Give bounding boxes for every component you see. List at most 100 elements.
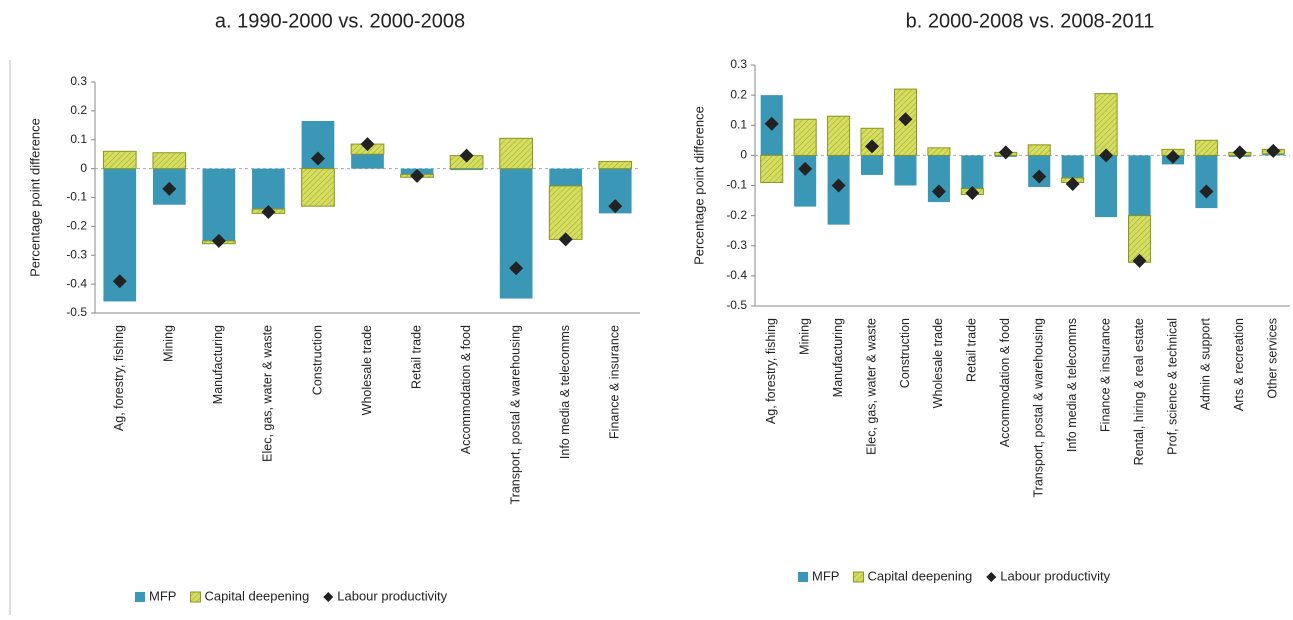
x-tick-label: Transport, postal & warehousing: [508, 325, 522, 505]
mfp-bar: [961, 155, 984, 189]
x-tick-label: Rental, hiring & real estate: [1132, 318, 1146, 465]
y-tick-label: 0.1: [730, 117, 747, 131]
capital-bar: [102, 150, 137, 170]
legend-swatch: [189, 591, 201, 603]
labour-productivity-marker: [410, 168, 425, 183]
y-tick-label: 0.3: [70, 74, 87, 88]
chart-title: a. 1990-2000 vs. 2000-2008: [215, 10, 465, 32]
labour-productivity-marker: [558, 232, 573, 247]
capital-bar: [499, 137, 533, 170]
x-tick-label: Elec, gas, water & waste: [261, 325, 275, 462]
mfp-bar: [351, 154, 384, 169]
x-tick-label: Ag, forestry, fishing: [112, 325, 126, 431]
labour-productivity-marker: [831, 178, 846, 193]
mfp-bar: [1195, 155, 1218, 209]
labour-productivity-marker: [1032, 169, 1047, 184]
labour-productivity-marker: [865, 139, 880, 154]
capital-bar: [1094, 93, 1118, 156]
y-tick-label: -0.4: [726, 268, 747, 282]
x-tick-label: Transport, postal & warehousing: [1032, 318, 1046, 498]
legend-label: Labour productivity: [1000, 568, 1110, 583]
x-tick-label: Elec, gas, water & waste: [864, 318, 878, 455]
x-tick-label: Manufacturing: [831, 318, 845, 397]
y-tick-label: -0.2: [726, 208, 747, 222]
x-tick-label: Info media & telecomms: [1065, 318, 1079, 452]
mfp-bar: [252, 168, 285, 210]
labour-productivity-marker: [310, 151, 325, 166]
capital-bar: [760, 154, 784, 183]
legend-label: Labour productivity: [337, 588, 447, 603]
labour-productivity-marker: [1065, 176, 1080, 191]
mfp-bar: [860, 155, 884, 175]
legend-swatch: [135, 592, 145, 602]
mfp-bar: [499, 168, 533, 299]
mfp-bar: [1128, 155, 1151, 216]
x-tick-label: Wholesale trade: [360, 325, 374, 415]
y-tick-label: -0.4: [66, 276, 87, 290]
labour-productivity-marker: [764, 116, 779, 131]
labour-productivity-marker: [898, 112, 913, 127]
x-tick-label: Other services: [1266, 318, 1280, 399]
y-tick-label: -0.5: [726, 298, 747, 312]
labour-productivity-marker: [1266, 143, 1281, 158]
legend-label: Capital deepening: [867, 568, 972, 583]
labour-productivity-marker: [1165, 149, 1180, 164]
x-tick-label: Mining: [162, 325, 176, 362]
x-tick-label: Retail trade: [409, 325, 423, 389]
labour-productivity-marker: [965, 186, 980, 201]
capital-bar: [827, 115, 851, 156]
y-tick-label: 0: [80, 161, 87, 175]
y-axis-label: Percentage point difference: [27, 118, 42, 277]
labour-productivity-marker: [1132, 253, 1147, 268]
mfp-bar: [894, 155, 917, 186]
y-tick-label: -0.3: [726, 238, 747, 252]
x-tick-label: Arts & recreation: [1232, 318, 1246, 411]
capital-bar: [927, 147, 951, 156]
x-tick-label: Accommodation & food: [459, 325, 473, 454]
labour-productivity-marker: [1199, 184, 1214, 199]
mfp-bar: [549, 168, 583, 186]
legend-label: MFP: [149, 588, 176, 603]
x-tick-label: Ag, forestry, fishing: [764, 318, 778, 424]
labour-productivity-marker: [112, 274, 127, 289]
x-tick-label: Construction: [898, 318, 912, 388]
y-tick-label: -0.3: [66, 247, 87, 261]
labour-productivity-marker: [459, 148, 474, 163]
legend-label: MFP: [812, 568, 839, 583]
labour-productivity-marker: [211, 233, 226, 248]
y-tick-label: -0.2: [66, 219, 87, 233]
y-tick-label: -0.1: [66, 190, 87, 204]
x-tick-label: Admin & support: [1199, 317, 1213, 410]
capital-bar: [301, 168, 335, 207]
y-tick-label: -0.1: [726, 178, 747, 192]
legend-label: Capital deepening: [204, 588, 309, 603]
y-tick-label: -0.5: [66, 305, 87, 319]
labour-productivity-marker: [1099, 148, 1114, 163]
x-tick-label: Prof, science & technical: [1165, 318, 1179, 455]
y-tick-label: 0.2: [70, 103, 87, 117]
labour-productivity-marker: [1232, 145, 1247, 160]
legend-swatch: [323, 592, 334, 602]
labour-productivity-marker: [998, 145, 1013, 160]
x-tick-label: Wholesale trade: [931, 318, 945, 408]
y-tick-label: 0.3: [730, 57, 747, 71]
x-tick-label: Accommodation & food: [998, 318, 1012, 447]
capital-bar: [793, 118, 817, 156]
y-tick-label: 0: [740, 148, 747, 162]
capital-bar: [152, 152, 187, 170]
mfp-bar: [450, 168, 483, 171]
capital-bar: [548, 185, 583, 240]
chart-title: b. 2000-2008 vs. 2008-2011: [906, 10, 1155, 32]
x-tick-label: Info media & telecomms: [558, 325, 572, 459]
legend-swatch: [798, 572, 808, 582]
labour-productivity-marker: [798, 161, 813, 176]
x-tick-label: Manufacturing: [211, 325, 225, 404]
x-tick-label: Construction: [310, 325, 324, 395]
mfp-bar: [1061, 155, 1084, 178]
labour-productivity-marker: [162, 181, 177, 196]
labour-productivity-marker: [931, 184, 946, 199]
x-tick-label: Mining: [797, 318, 811, 355]
x-tick-label: Retail trade: [965, 318, 979, 382]
y-axis-label: Percentage point difference: [691, 106, 706, 265]
